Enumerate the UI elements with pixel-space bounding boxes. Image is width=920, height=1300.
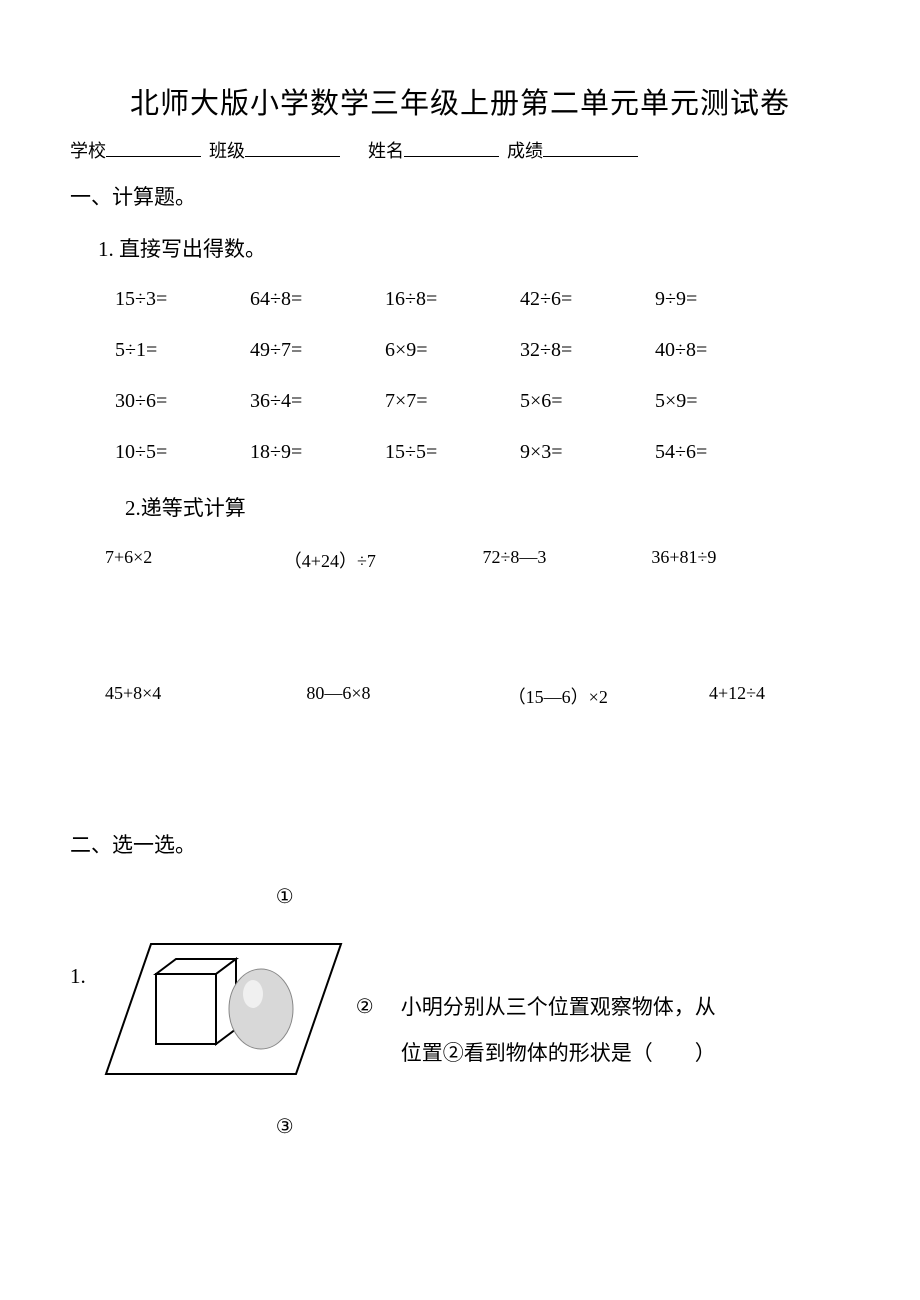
step-cell: 80—6×8 <box>306 683 507 709</box>
question-text: 小明分别从三个位置观察物体，从 位置②看到物体的形状是（ ） <box>401 984 850 1076</box>
step-cell: 72÷8—3 <box>482 547 651 573</box>
step-cell: 45+8×4 <box>105 683 306 709</box>
arith-cell: 7×7= <box>385 390 520 413</box>
arith-cell: 49÷7= <box>250 339 385 362</box>
subsection-1-2-header: 2.递等式计算 <box>125 492 850 522</box>
score-label: 成绩 <box>507 141 543 161</box>
step-cell: 7+6×2 <box>105 547 284 573</box>
arith-cell: 5×6= <box>520 390 655 413</box>
arith-cell: 10÷5= <box>115 441 250 464</box>
arith-row-2: 5÷1= 49÷7= 6×9= 32÷8= 40÷8= <box>115 339 850 362</box>
arith-cell: 18÷9= <box>250 441 385 464</box>
step-row-1: 7+6×2 （4+24）÷7 72÷8—3 36+81÷9 <box>105 547 850 573</box>
arith-cell: 9×3= <box>520 441 655 464</box>
step-cell: （4+24）÷7 <box>284 547 483 573</box>
arith-cell: 40÷8= <box>655 339 790 362</box>
class-label: 班级 <box>209 141 245 161</box>
observation-diagram: ① ② ③ <box>101 884 401 1144</box>
arith-row-4: 10÷5= 18÷9= 15÷5= 9×3= 54÷6= <box>115 441 850 464</box>
step-cell: 4+12÷4 <box>709 683 850 709</box>
question-text-line-1: 小明分别从三个位置观察物体，从 <box>401 995 716 1019</box>
student-info-line: 学校 班级 姓名 成绩 <box>70 137 850 163</box>
position-label-1: ① <box>276 884 294 909</box>
work-space <box>70 709 850 829</box>
arith-cell: 64÷8= <box>250 288 385 311</box>
step-cell: （15—6）×2 <box>508 683 709 709</box>
school-label: 学校 <box>70 141 106 161</box>
arith-cell: 15÷3= <box>115 288 250 311</box>
exam-title: 北师大版小学数学三年级上册第二单元单元测试卷 <box>70 80 850 122</box>
position-label-3: ③ <box>276 1114 294 1139</box>
step-cell: 36+81÷9 <box>651 547 850 573</box>
arith-cell: 16÷8= <box>385 288 520 311</box>
arith-cell: 30÷6= <box>115 390 250 413</box>
school-blank <box>106 139 201 157</box>
arith-row-1: 15÷3= 64÷8= 16÷8= 42÷6= 9÷9= <box>115 288 850 311</box>
question-number: 1. <box>70 964 86 989</box>
arith-cell: 42÷6= <box>520 288 655 311</box>
arith-cell: 6×9= <box>385 339 520 362</box>
arith-row-3: 30÷6= 36÷4= 7×7= 5×6= 5×9= <box>115 390 850 413</box>
section-1-header: 一、计算题。 <box>70 181 850 211</box>
arith-cell: 15÷5= <box>385 441 520 464</box>
arith-cell: 5×9= <box>655 390 790 413</box>
arith-cell: 5÷1= <box>115 339 250 362</box>
work-space <box>70 573 850 683</box>
class-blank <box>245 139 340 157</box>
arith-cell: 36÷4= <box>250 390 385 413</box>
subsection-1-1-header: 1. 直接写出得数。 <box>98 233 850 263</box>
score-blank <box>543 139 638 157</box>
arith-cell: 32÷8= <box>520 339 655 362</box>
step-row-2: 45+8×4 80—6×8 （15—6）×2 4+12÷4 <box>105 683 850 709</box>
question-2-1: 1. ① ② ③ 小明分别从三个位置观察物体，从 位置②看到物体的形状是（ ） <box>70 884 850 1144</box>
name-blank <box>404 139 499 157</box>
position-label-2: ② <box>356 994 374 1019</box>
name-label: 姓名 <box>368 141 404 161</box>
section-2-header: 二、选一选。 <box>70 829 850 859</box>
question-text-line-2: 位置②看到物体的形状是（ ） <box>401 1041 716 1065</box>
arith-cell: 54÷6= <box>655 441 790 464</box>
arith-cell: 9÷9= <box>655 288 790 311</box>
